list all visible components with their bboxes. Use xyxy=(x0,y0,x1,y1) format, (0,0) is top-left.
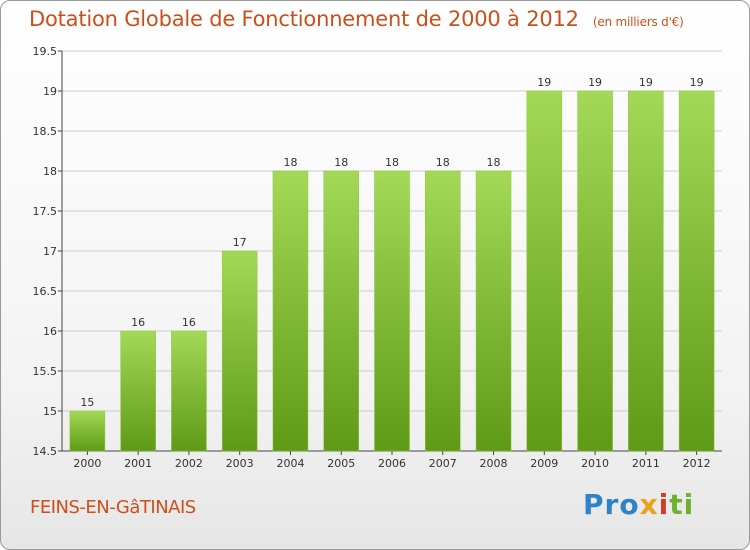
y-tick-label: 15 xyxy=(43,405,57,418)
data-label: 17 xyxy=(233,236,247,249)
chart-title: Dotation Globale de Fonctionnement de 20… xyxy=(29,7,684,31)
x-tick-label: 2003 xyxy=(226,457,254,470)
y-tick-label: 16.5 xyxy=(33,285,58,298)
bar-2003 xyxy=(221,250,258,452)
bar-2010 xyxy=(577,90,613,452)
bar-2005 xyxy=(323,170,359,452)
x-tick-label: 2005 xyxy=(327,457,355,470)
y-tick-label: 15.5 xyxy=(33,365,58,378)
x-tick-label: 2001 xyxy=(124,457,152,470)
data-label: 15 xyxy=(80,396,94,409)
y-tick-label: 14.5 xyxy=(33,445,58,458)
y-tick-label: 17 xyxy=(43,245,57,258)
logo-part-2: x xyxy=(639,488,659,521)
data-label: 19 xyxy=(639,76,653,89)
bar-2004 xyxy=(272,170,309,452)
data-label: 18 xyxy=(487,156,501,169)
bar-2009 xyxy=(526,90,563,452)
data-label: 19 xyxy=(690,76,704,89)
x-tick-label: 2008 xyxy=(480,457,508,470)
y-tick-label: 18.5 xyxy=(33,125,58,138)
data-label: 18 xyxy=(436,156,450,169)
town-name: FEINS-EN-GâTINAIS xyxy=(30,497,196,518)
data-label: 18 xyxy=(283,156,297,169)
bar-2012 xyxy=(678,90,715,452)
x-tick-label: 2012 xyxy=(683,457,711,470)
y-tick-label: 19.5 xyxy=(33,45,58,58)
data-label: 19 xyxy=(588,76,602,89)
logo-part-3: i xyxy=(658,488,670,521)
y-tick-label: 18 xyxy=(43,165,57,178)
bar-2011 xyxy=(628,90,664,452)
x-tick-label: 2000 xyxy=(73,457,101,470)
chart-title-text: Dotation Globale de Fonctionnement de 20… xyxy=(29,7,579,31)
y-tick-label: 19 xyxy=(43,85,57,98)
x-tick-label: 2011 xyxy=(632,457,660,470)
bars xyxy=(69,90,715,452)
data-label: 16 xyxy=(131,316,145,329)
logo-part-1: Pro xyxy=(583,488,640,521)
proxiti-logo[interactable]: Proxiti xyxy=(583,488,694,521)
bar-2002 xyxy=(171,330,207,452)
data-label: 16 xyxy=(182,316,196,329)
x-tick-label: 2002 xyxy=(175,457,203,470)
logo-part-4: ti xyxy=(669,488,695,521)
labels: 14.5 15 15.5 16 16.5 17 17.5 18 18.5 19 19.5 15 2000… xyxy=(33,45,711,470)
bar-2006 xyxy=(374,170,410,452)
y-tick-label: 17.5 xyxy=(33,205,58,218)
bar-2008 xyxy=(475,170,512,452)
bar-2001 xyxy=(120,330,156,452)
x-tick-label: 2007 xyxy=(429,457,457,470)
x-tick-label: 2010 xyxy=(581,457,609,470)
bar-2007 xyxy=(425,170,461,452)
x-tick-label: 2004 xyxy=(276,457,304,470)
bar-2000 xyxy=(69,410,106,452)
y-tick-label: 16 xyxy=(43,325,57,338)
x-tick-label: 2006 xyxy=(378,457,406,470)
chart-subtitle: (en milliers d'€) xyxy=(592,15,684,29)
data-label: 18 xyxy=(334,156,348,169)
x-tick-label: 2009 xyxy=(530,457,558,470)
data-label: 18 xyxy=(385,156,399,169)
data-label: 19 xyxy=(537,76,551,89)
